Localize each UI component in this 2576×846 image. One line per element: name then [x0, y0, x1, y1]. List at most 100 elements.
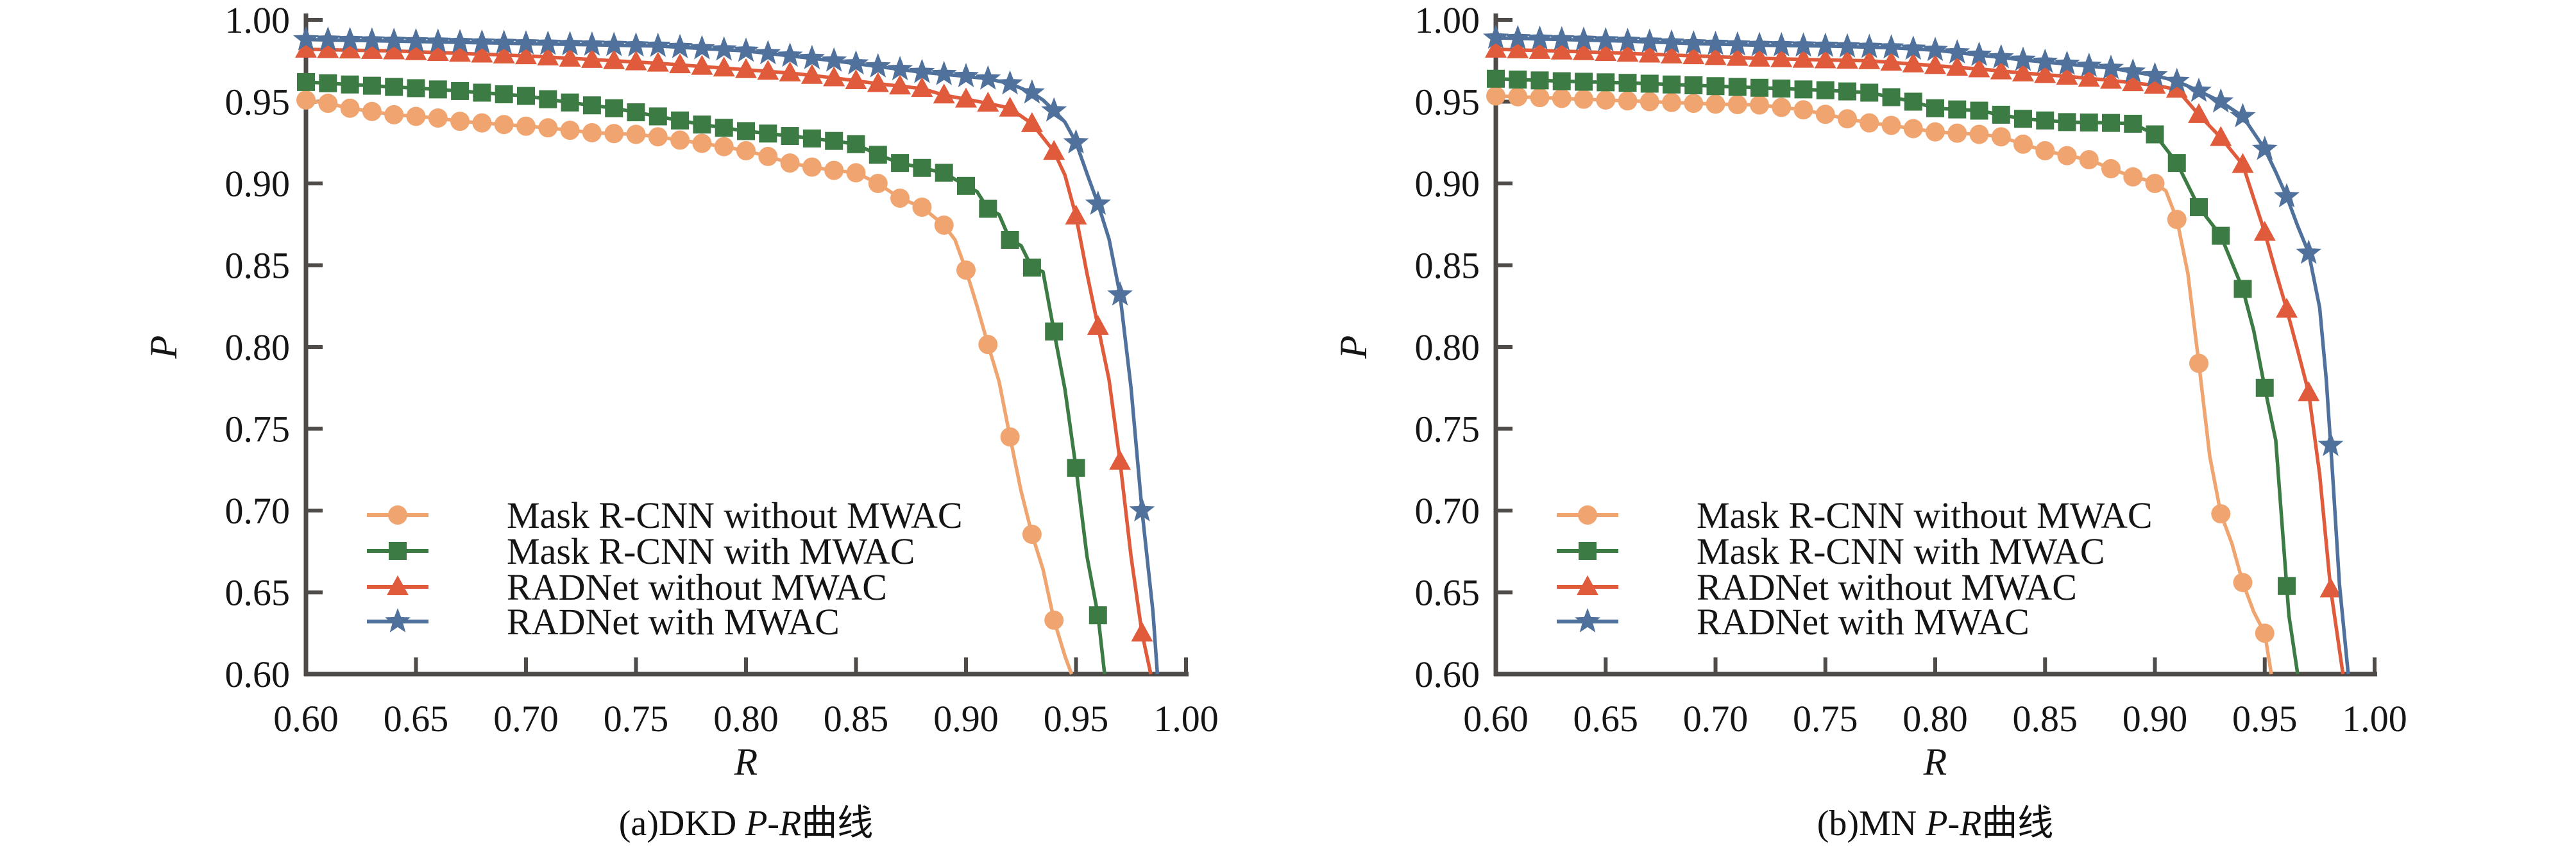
star-marker [755, 40, 781, 65]
y-tick-label: 0.80 [225, 326, 291, 368]
square-marker [385, 78, 403, 96]
star-marker [1107, 281, 1133, 306]
square-marker [428, 80, 447, 99]
triangle-marker [625, 50, 647, 71]
y-tick-label: 0.95 [225, 81, 291, 123]
star-marker [1724, 31, 1750, 56]
circle-marker [1793, 100, 1813, 120]
triangle-marker [1836, 49, 1858, 69]
square-marker [825, 131, 843, 150]
triangle-marker [2165, 78, 2188, 98]
triangle-marker [1880, 51, 1902, 71]
star-marker [293, 26, 319, 51]
circle-marker [1662, 92, 1681, 112]
triangle-marker [1616, 42, 1639, 62]
star-marker [2208, 88, 2234, 113]
circle-marker [780, 153, 800, 173]
legend-label: Mask R-CNN with MWAC [1697, 530, 2105, 572]
star-marker [843, 50, 869, 75]
square-marker [1992, 105, 2010, 124]
circle-marker [1750, 95, 1769, 115]
y-tick-label: 0.75 [1415, 409, 1480, 450]
circle-marker [538, 118, 558, 138]
circle-marker [2079, 150, 2099, 170]
triangle-marker [691, 55, 713, 75]
square-marker [1728, 78, 1747, 96]
circle-marker [956, 260, 976, 280]
triangle-marker [933, 83, 955, 104]
square-marker [1575, 72, 1593, 91]
star-marker [2032, 48, 2058, 73]
square-marker [1618, 74, 1637, 92]
legend-square-marker [1579, 542, 1597, 560]
square-marker [979, 199, 997, 218]
square-marker [1860, 83, 1879, 102]
legend-triangle-marker [1577, 575, 1598, 595]
triangle-marker [2232, 153, 2254, 173]
square-marker [473, 83, 491, 102]
circle-marker [1969, 124, 1989, 144]
triangle-marker [2298, 381, 2320, 402]
circle-marker [1530, 88, 1550, 108]
triangle-marker [1661, 43, 1682, 63]
x-tick-label: 0.80 [1902, 698, 1968, 740]
star-marker [667, 33, 693, 58]
triangle-marker [427, 41, 449, 61]
star-marker [491, 30, 517, 55]
square-marker [1904, 92, 1922, 111]
circle-marker [2013, 134, 2033, 154]
star-marker [359, 27, 385, 52]
circle-marker [494, 115, 514, 135]
square-marker [2212, 226, 2230, 245]
triangle-marker [1770, 47, 1793, 67]
triangle-marker [1682, 44, 1705, 65]
square-marker [319, 74, 337, 92]
triangle-marker [1968, 57, 1990, 78]
square-marker [1001, 230, 1019, 249]
star-marker [821, 47, 847, 72]
triangle-marker [1946, 55, 1969, 76]
square-marker [715, 119, 733, 137]
square-marker [2255, 378, 2274, 397]
circle-marker [626, 124, 646, 144]
x-tick-label: 0.75 [1793, 698, 1858, 740]
triangle-marker [317, 38, 339, 58]
circle-marker [560, 121, 580, 140]
star-marker [1019, 79, 1045, 104]
star-marker [909, 58, 935, 83]
y-tick-label: 0.90 [225, 163, 291, 205]
star-marker [1614, 28, 1641, 53]
triangle-marker [1021, 112, 1043, 132]
star-marker [1702, 30, 1729, 55]
star-marker [1548, 26, 1575, 51]
triangle-marker [2056, 64, 2078, 85]
triangle-marker [1043, 140, 1065, 160]
square-marker [935, 164, 953, 182]
square-marker [539, 90, 557, 108]
circle-marker [2145, 174, 2165, 193]
y-tick-label: 0.95 [1415, 81, 1480, 123]
star-marker [799, 44, 825, 69]
square-marker [1684, 76, 1703, 94]
star-marker [513, 30, 539, 55]
triangle-marker [1924, 54, 1946, 74]
legend-label: Mask R-CNN without MWAC [1697, 495, 2153, 536]
y-tick-label: 0.80 [1415, 326, 1480, 368]
square-marker [1970, 101, 1988, 120]
square-marker [1045, 322, 1063, 341]
circle-marker [604, 124, 624, 144]
circle-marker [978, 335, 998, 355]
circle-marker [362, 101, 382, 121]
star-marker [689, 35, 715, 60]
circle-marker [1772, 97, 1792, 117]
triangle-marker [867, 72, 889, 92]
circle-marker [1000, 427, 1020, 447]
star-marker [557, 31, 583, 56]
star-marker [1063, 129, 1089, 154]
y-tick-label: 1.00 [1415, 0, 1480, 41]
star-marker [1922, 37, 1948, 62]
circle-marker [1552, 89, 1572, 108]
circle-marker [890, 188, 910, 208]
star-marker [2120, 58, 2146, 83]
